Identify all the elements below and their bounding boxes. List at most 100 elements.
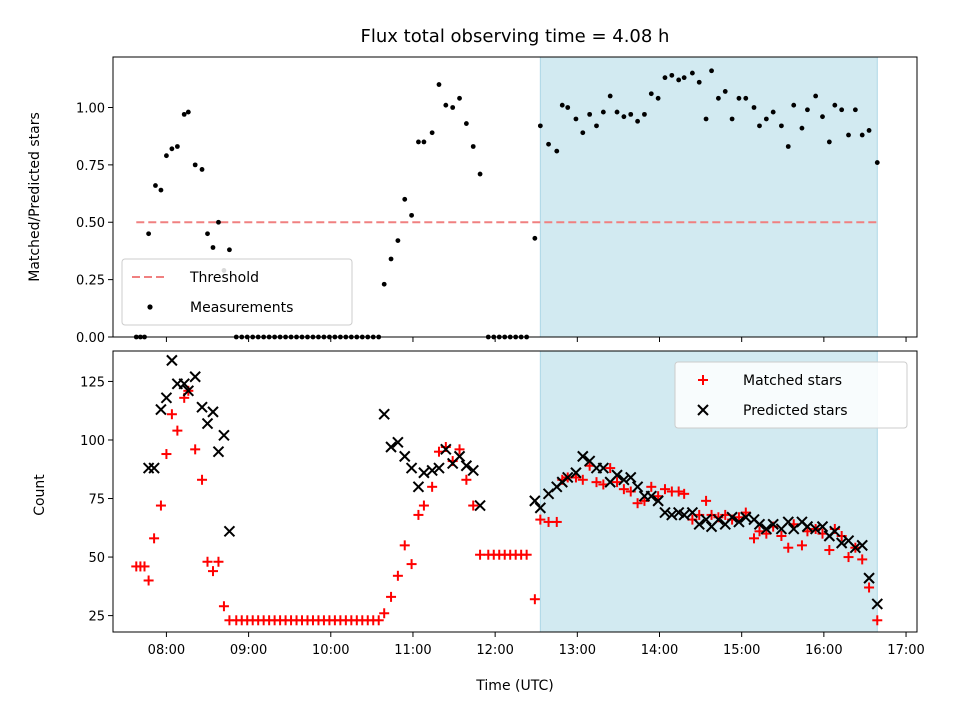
predicted-point: [645, 490, 657, 502]
legend-matched-swatch: [698, 375, 708, 385]
matched-point: [392, 570, 403, 581]
predicted-point: [196, 401, 208, 413]
measurement-point: [743, 95, 749, 101]
measurement-point: [395, 238, 401, 244]
measurement-point: [779, 123, 784, 129]
measurement-point: [192, 162, 198, 168]
x-axis-label: Time (UTC): [475, 678, 553, 694]
matched-point: [632, 498, 643, 509]
predicted-point: [659, 506, 671, 519]
predicted-point: [801, 520, 814, 533]
predicted-point: [753, 518, 766, 530]
predicted-point: [652, 495, 664, 507]
measurement-point: [681, 75, 687, 81]
predicted-point: [148, 462, 160, 474]
measurement-point: [703, 116, 709, 122]
matched-point: [591, 477, 602, 488]
measurement-point: [757, 123, 762, 129]
legend-label: Matched stars: [743, 373, 842, 389]
measurement-point: [648, 91, 654, 97]
measurement-point: [751, 105, 757, 110]
predicted-point: [693, 518, 705, 530]
measurement-point: [227, 247, 232, 253]
chart-title: Flux total observing time = 4.08 h: [361, 26, 670, 47]
measurement-point: [655, 95, 661, 101]
predicted-point: [385, 441, 397, 453]
measurement-point: [199, 167, 205, 172]
matched-point: [202, 556, 213, 567]
measurement-point: [436, 82, 442, 87]
predicted-point: [767, 518, 779, 530]
matched-point: [461, 474, 472, 485]
predicted-point: [207, 406, 219, 418]
measurement-point: [839, 107, 845, 113]
matched-point: [701, 495, 712, 506]
predicted-point: [618, 474, 630, 486]
predicted-point: [166, 354, 178, 367]
bottom-y-tick-label: 50: [88, 551, 105, 566]
predicted-point: [433, 462, 445, 474]
matched-point: [796, 540, 807, 551]
matched-point: [454, 444, 465, 455]
measurement-point: [388, 256, 394, 262]
predicted-point: [142, 462, 155, 474]
top-legend: Threshold Measurements: [121, 258, 353, 326]
measurement-point: [676, 77, 682, 83]
matched-point: [468, 500, 479, 511]
matched-point: [166, 409, 177, 420]
legend-label: Predicted stars: [743, 403, 848, 419]
top-y-tick-label: 0.00: [76, 331, 105, 346]
matched-point: [618, 484, 629, 495]
measurement-point: [600, 109, 606, 115]
measurement-point: [381, 281, 387, 287]
predicted-point: [856, 539, 868, 552]
predicted-point: [399, 450, 411, 463]
legend-label: Measurements: [190, 300, 293, 316]
measurement-point: [580, 130, 586, 136]
measurement-point: [537, 123, 543, 129]
x-tick-label: 09:00: [230, 643, 267, 658]
bottom-y-tick-label: 25: [88, 610, 105, 625]
predicted-point: [218, 429, 230, 442]
matched-point: [373, 615, 384, 626]
predicted-point: [178, 378, 190, 390]
bottom-legend-box: [674, 361, 908, 429]
matched-point: [190, 444, 201, 455]
matched-point: [659, 484, 670, 495]
measurement-point: [416, 139, 421, 145]
top-axes-frame: [112, 56, 918, 338]
predicted-point: [733, 516, 745, 528]
predicted-point: [201, 417, 214, 430]
predicted-point: [863, 572, 875, 584]
predicted-point: [726, 511, 738, 523]
measurement-point: [169, 146, 175, 152]
measurement-point: [470, 144, 476, 149]
measurement-point: [554, 148, 560, 154]
predicted-point: [155, 403, 167, 416]
predicted-point: [782, 516, 794, 528]
bottom-y-axis-label: Count: [32, 474, 48, 516]
matched-point: [551, 516, 562, 527]
predicted-point: [189, 371, 201, 383]
predicted-point: [378, 408, 390, 420]
measurement-point: [763, 116, 769, 122]
measurement-point: [722, 89, 728, 94]
measurement-point: [409, 212, 414, 218]
matched-point: [872, 615, 883, 626]
matched-point: [605, 463, 616, 474]
predicted-point: [666, 509, 678, 521]
matched-point: [161, 449, 172, 460]
matched-point: [577, 474, 588, 485]
measurement-point: [736, 95, 742, 101]
measurement-point: [205, 231, 210, 237]
predicted-point: [740, 511, 752, 523]
top-y-axis-label: Matched/Predicted stars: [27, 112, 43, 282]
predicted-point: [405, 462, 418, 474]
x-tick-label: 12:00: [476, 643, 513, 658]
top-legend-box: [121, 258, 353, 326]
measurement-point: [402, 196, 408, 202]
measurement-point: [146, 231, 152, 237]
predicted-point: [597, 462, 610, 474]
matched-point: [207, 566, 218, 577]
